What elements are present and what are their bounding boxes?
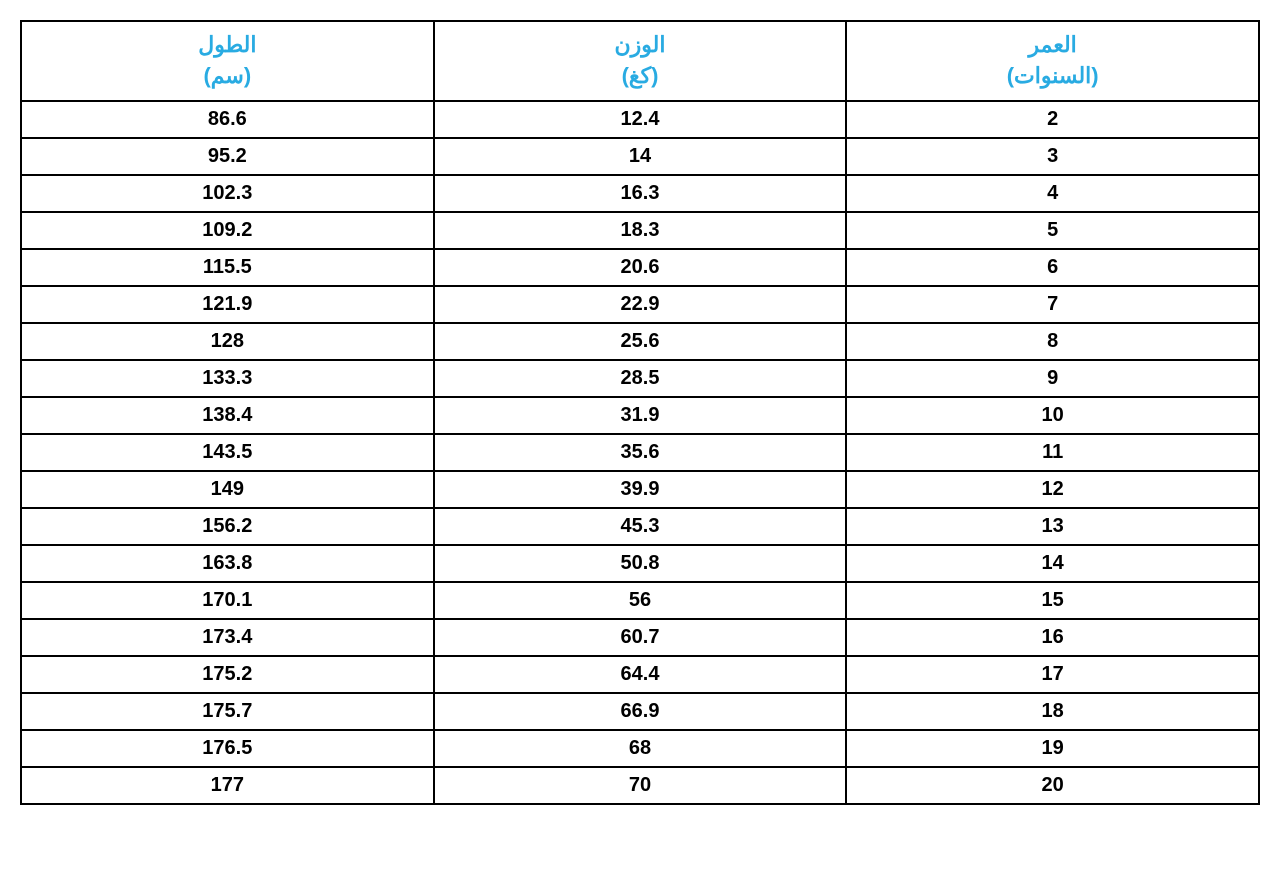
table-cell: 39.9 [434, 471, 847, 508]
table-row: 176.56819 [21, 730, 1259, 767]
table-cell: 149 [21, 471, 434, 508]
table-row: 173.460.716 [21, 619, 1259, 656]
table-cell: 56 [434, 582, 847, 619]
table-cell: 7 [846, 286, 1259, 323]
table-row: 95.2143 [21, 138, 1259, 175]
table-row: 1777020 [21, 767, 1259, 804]
table-cell: 8 [846, 323, 1259, 360]
table-cell: 4 [846, 175, 1259, 212]
table-row: 14939.912 [21, 471, 1259, 508]
table-cell: 28.5 [434, 360, 847, 397]
growth-table: الطول (سم) الوزن (كغ) العمر (السنوات) 86… [20, 20, 1260, 805]
table-cell: 11 [846, 434, 1259, 471]
table-cell: 128 [21, 323, 434, 360]
table-row: 170.15615 [21, 582, 1259, 619]
table-cell: 12.4 [434, 101, 847, 138]
table-cell: 2 [846, 101, 1259, 138]
table-cell: 20.6 [434, 249, 847, 286]
table-cell: 19 [846, 730, 1259, 767]
col-header-age: العمر (السنوات) [846, 21, 1259, 101]
table-cell: 121.9 [21, 286, 434, 323]
table-cell: 3 [846, 138, 1259, 175]
table-cell: 45.3 [434, 508, 847, 545]
table-cell: 15 [846, 582, 1259, 619]
header-weight-unit: (كغ) [439, 61, 842, 92]
table-row: 102.316.34 [21, 175, 1259, 212]
table-row: 175.766.918 [21, 693, 1259, 730]
col-header-weight: الوزن (كغ) [434, 21, 847, 101]
table-row: 138.431.910 [21, 397, 1259, 434]
table-cell: 18 [846, 693, 1259, 730]
header-row: الطول (سم) الوزن (كغ) العمر (السنوات) [21, 21, 1259, 101]
table-cell: 175.2 [21, 656, 434, 693]
table-cell: 13 [846, 508, 1259, 545]
table-cell: 102.3 [21, 175, 434, 212]
table-cell: 163.8 [21, 545, 434, 582]
table-row: 12825.68 [21, 323, 1259, 360]
table-row: 109.218.35 [21, 212, 1259, 249]
table-row: 121.922.97 [21, 286, 1259, 323]
table-cell: 31.9 [434, 397, 847, 434]
table-cell: 5 [846, 212, 1259, 249]
header-age-label: العمر [851, 30, 1254, 61]
table-cell: 95.2 [21, 138, 434, 175]
table-cell: 22.9 [434, 286, 847, 323]
table-body: 86.612.4295.2143102.316.34109.218.35115.… [21, 101, 1259, 804]
table-cell: 17 [846, 656, 1259, 693]
table-row: 163.850.814 [21, 545, 1259, 582]
table-cell: 115.5 [21, 249, 434, 286]
table-cell: 10 [846, 397, 1259, 434]
table-cell: 25.6 [434, 323, 847, 360]
table-cell: 66.9 [434, 693, 847, 730]
header-age-unit: (السنوات) [851, 61, 1254, 92]
table-cell: 175.7 [21, 693, 434, 730]
table-cell: 9 [846, 360, 1259, 397]
table-cell: 177 [21, 767, 434, 804]
table-cell: 86.6 [21, 101, 434, 138]
table-header: الطول (سم) الوزن (كغ) العمر (السنوات) [21, 21, 1259, 101]
table-cell: 14 [434, 138, 847, 175]
header-height-unit: (سم) [26, 61, 429, 92]
header-weight-label: الوزن [439, 30, 842, 61]
table-cell: 143.5 [21, 434, 434, 471]
table-cell: 109.2 [21, 212, 434, 249]
table-cell: 170.1 [21, 582, 434, 619]
table-cell: 64.4 [434, 656, 847, 693]
table-cell: 70 [434, 767, 847, 804]
table-row: 143.535.611 [21, 434, 1259, 471]
table-row: 175.264.417 [21, 656, 1259, 693]
table-cell: 156.2 [21, 508, 434, 545]
table-cell: 133.3 [21, 360, 434, 397]
table-cell: 60.7 [434, 619, 847, 656]
col-header-height: الطول (سم) [21, 21, 434, 101]
table-cell: 138.4 [21, 397, 434, 434]
table-cell: 18.3 [434, 212, 847, 249]
table-row: 86.612.42 [21, 101, 1259, 138]
table-row: 133.328.59 [21, 360, 1259, 397]
table-cell: 14 [846, 545, 1259, 582]
table-cell: 35.6 [434, 434, 847, 471]
table-row: 156.245.313 [21, 508, 1259, 545]
table-cell: 16 [846, 619, 1259, 656]
table-cell: 68 [434, 730, 847, 767]
table-cell: 20 [846, 767, 1259, 804]
table-cell: 12 [846, 471, 1259, 508]
table-cell: 16.3 [434, 175, 847, 212]
table-cell: 50.8 [434, 545, 847, 582]
header-height-label: الطول [26, 30, 429, 61]
table-cell: 173.4 [21, 619, 434, 656]
table-cell: 176.5 [21, 730, 434, 767]
table-row: 115.520.66 [21, 249, 1259, 286]
table-cell: 6 [846, 249, 1259, 286]
